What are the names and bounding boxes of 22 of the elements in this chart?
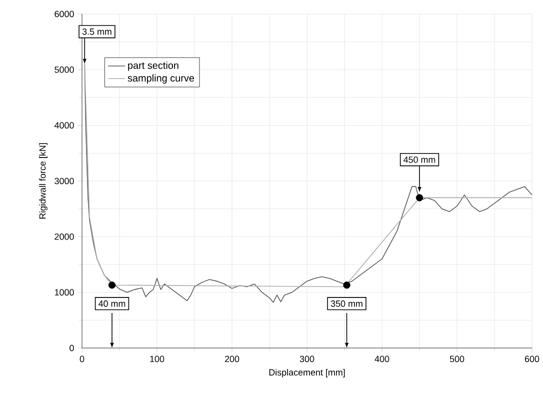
y-tick-label: 4000 [54,122,74,129]
x-tick-label: 100 [150,356,164,362]
annotation: 40 mm [98,300,126,307]
y-tick-label: 1000 [54,289,74,296]
x-tick-label: 300 [300,356,314,362]
y-tick-label: 6000 [54,10,74,18]
annotation: 350 mm [330,300,362,307]
y-axis-title: Rigidwall force [kN] [39,143,48,219]
x-tick-label: 400 [374,356,390,362]
annotation: 3.5 mm [82,28,112,35]
legend-label: part section [128,62,178,71]
y-tick-label: 0 [70,344,74,352]
x-axis-title: Displacement [mm] [269,368,345,378]
x-tick-label: 600 [524,356,540,362]
x-tick-label: 200 [224,356,240,362]
x-tick-label: 500 [450,356,464,362]
annotation: 450 mm [404,156,436,163]
x-tick-label: 0 [80,356,84,362]
y-tick-label: 3000 [54,178,74,184]
y-tick-label: 5000 [54,66,74,73]
legend-label: sampling curve [128,74,194,84]
y-tick-label: 2000 [54,233,74,240]
